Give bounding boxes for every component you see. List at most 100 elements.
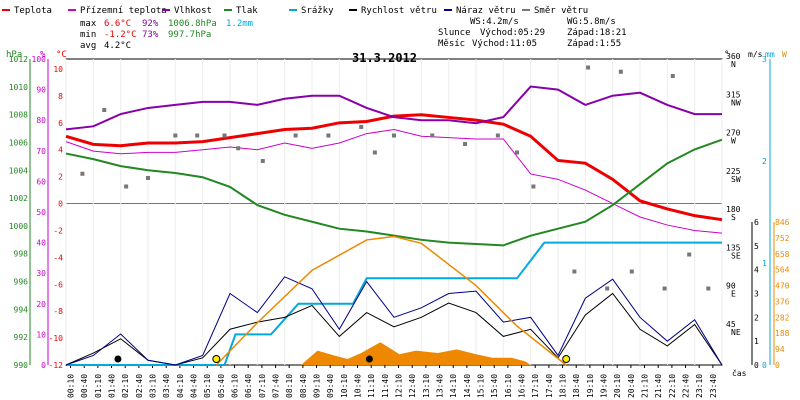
x-tick-label: 22:10: [668, 374, 677, 398]
tick-label: 2: [58, 173, 63, 182]
tick-label: 30: [36, 269, 46, 278]
tick-label: 135: [726, 243, 741, 252]
wind-direction-point: [80, 171, 85, 176]
x-tick-label: 18:10: [559, 374, 568, 398]
tick-label: 992: [14, 333, 29, 342]
legend-label: Směr větru: [534, 6, 588, 16]
x-tick-label: 17:10: [531, 374, 540, 398]
tick-label: 1012: [9, 55, 28, 64]
series-n-raz-v-tru: [65, 276, 723, 366]
tick-label: 994: [14, 305, 29, 314]
tick-label: 60: [36, 177, 46, 186]
tick-label: 846: [775, 218, 790, 227]
tick-label: NE: [731, 328, 741, 337]
x-tick-label: 13:10: [422, 374, 431, 398]
tick-label: 80: [36, 116, 46, 125]
tick-label: 3: [762, 55, 767, 64]
chart-title: 31.3.2012: [352, 51, 417, 65]
legend-label: Srážky: [301, 6, 334, 16]
tick-label: 1010: [9, 83, 28, 92]
x-tick-label: 12:10: [395, 374, 404, 398]
tick-label: 8: [58, 92, 63, 101]
x-tick-label: 00:10: [67, 374, 76, 398]
sun-label: Slunce: [438, 28, 471, 38]
wind-direction-point: [463, 142, 468, 146]
series-tlak: [65, 138, 723, 247]
tick-label: 4: [58, 146, 63, 155]
axis-label: W: [782, 50, 787, 59]
tick-label: 376: [775, 297, 790, 306]
x-tick-label: 11:40: [381, 374, 390, 398]
tick-label: 0: [41, 361, 46, 370]
axis-label: m/s: [748, 50, 763, 59]
stat-label: max: [80, 19, 97, 29]
x-tick-label: 05:10: [203, 374, 212, 398]
tick-label: 90: [726, 282, 736, 291]
x-tick-label: 14:40: [463, 374, 472, 398]
wind-direction-point: [605, 286, 610, 291]
x-tick-label: 02:40: [135, 374, 144, 398]
series-slunce: [215, 235, 567, 366]
wind-direction-point: [687, 252, 692, 257]
tick-label: 100: [32, 55, 47, 64]
stat-label: min: [80, 30, 96, 40]
axis-label: hPa: [6, 50, 22, 60]
x-tick-label: 04:40: [190, 374, 199, 398]
moon-rise: Východ:11:05: [472, 39, 537, 49]
x-tick-label: 09:40: [326, 374, 335, 398]
wind-direction-point: [293, 133, 298, 138]
legend-label: Rychlost větru: [361, 6, 437, 16]
axis-label: °: [724, 50, 729, 60]
x-tick-label: 19:10: [586, 374, 595, 398]
tick-label: 1: [762, 259, 767, 268]
x-tick-label: 00:40: [80, 374, 89, 398]
wind-direction-point: [102, 108, 107, 112]
x-tick-label: 11:10: [367, 374, 376, 398]
tick-label: 3: [754, 290, 759, 299]
stat-value: 4.2°C: [104, 41, 131, 51]
stat-value: 1006.8hPa: [168, 19, 217, 29]
tick-label: 2: [754, 313, 759, 322]
rain-intensity-area: [301, 342, 531, 365]
x-tick-label: 16:40: [518, 374, 527, 398]
wind-direction-point: [618, 69, 623, 74]
x-tick-label: 06:10: [231, 374, 240, 398]
wind-direction-point: [629, 269, 634, 274]
wind-gust-info: WG:5.8m/s: [567, 17, 616, 27]
tick-label: -4: [53, 253, 63, 262]
wind-direction-point: [326, 133, 331, 138]
series-sr-ky: [66, 241, 722, 366]
axis-label: %: [40, 50, 46, 60]
tick-label: 45: [726, 320, 736, 329]
wind-direction-point: [195, 133, 200, 138]
tick-label: 0: [762, 361, 767, 370]
x-tick-label: 08:40: [299, 374, 308, 398]
sun-marker: [212, 355, 221, 363]
x-tick-label: 19:40: [600, 374, 609, 398]
x-tick-label: 07:10: [258, 374, 267, 398]
legend-label: Přízemní teplota: [80, 6, 167, 16]
tick-label: 1: [754, 337, 759, 346]
wind-direction-point: [430, 133, 435, 138]
tick-label: 6: [754, 218, 759, 227]
x-tick-label: 06:40: [244, 374, 253, 398]
axis-label: čas: [732, 368, 747, 378]
legend-label: Náraz větru: [456, 6, 516, 16]
wind-direction-point: [662, 286, 667, 291]
tick-label: 10: [36, 330, 46, 339]
tick-label: 50: [36, 208, 46, 217]
tick-label: 0: [58, 200, 63, 209]
tick-label: -2: [53, 226, 63, 235]
wind-direction-point: [372, 150, 377, 155]
wind-direction-point: [146, 176, 150, 180]
stat-value: 997.7hPa: [168, 30, 211, 40]
wind-direction-point: [260, 159, 265, 163]
tick-label: 40: [36, 239, 46, 248]
tick-label: 1006: [9, 138, 28, 147]
x-tick-label: 03:10: [149, 374, 158, 398]
x-tick-label: 17:40: [545, 374, 554, 398]
tick-label: -10: [49, 334, 64, 343]
series-p-zemn-teplota: [65, 129, 723, 234]
wind-direction-point: [586, 65, 591, 70]
tick-label: -8: [53, 307, 63, 316]
